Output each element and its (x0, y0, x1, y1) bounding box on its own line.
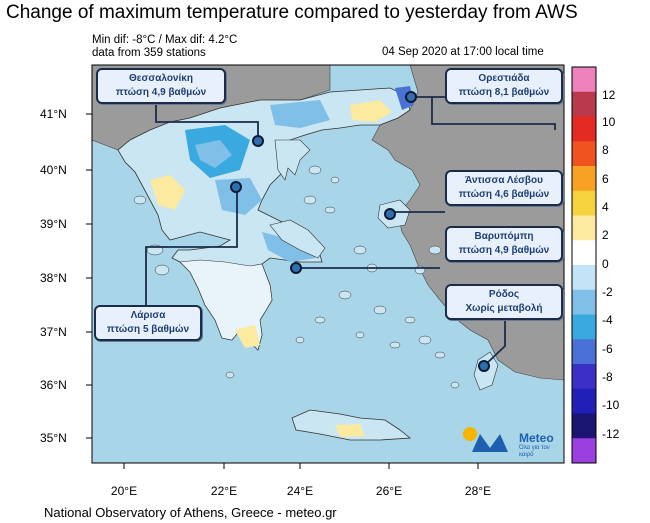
callout-rodos[interactable]: Ρόδος Χωρίς μεταβολή (445, 284, 563, 320)
callout-orestiada[interactable]: Ορεστιάδα πτώση 8,1 βαθμών (445, 68, 563, 104)
callout-antissa[interactable]: Άντισσα Λέσβου πτώση 4,6 βαθμών (445, 170, 563, 206)
lon-label-22: 22°E (210, 484, 238, 498)
colorbar-swatch (572, 314, 596, 340)
warm-patch-thrace (350, 100, 392, 122)
colorbar-label: -12 (602, 427, 620, 441)
colorbar-swatch (572, 190, 596, 216)
colorbar-swatch (572, 364, 596, 390)
warm-patch-north (150, 175, 185, 210)
lat-label-41: 41°N (40, 107, 67, 121)
warm-patch-south (235, 325, 260, 348)
lon-label-24: 24°E (286, 484, 314, 498)
colorbar-label: -6 (602, 342, 613, 356)
colorbar-swatch (572, 141, 596, 167)
land-euboea (269, 219, 326, 259)
colorbar-frame (571, 66, 597, 464)
colorbar-label: 6 (602, 172, 609, 186)
lat-label-38: 38°N (40, 271, 67, 285)
colorbar-label: -10 (602, 398, 620, 412)
colorbar (571, 66, 597, 464)
cold-patch-east (270, 100, 330, 128)
cold-patch-euboea (262, 232, 316, 262)
station-varybompi[interactable] (290, 262, 302, 274)
callout-title: Ρόδος (488, 289, 520, 300)
callout-value: πτώση 5 βαθμών (106, 324, 190, 335)
timestamp: 04 Sep 2020 at 17:00 local time (382, 46, 544, 58)
colorbar-label: 8 (602, 143, 609, 157)
station-markers (230, 91, 490, 372)
cold-patch-thessaly (215, 178, 262, 215)
colorbar-label: -8 (602, 370, 613, 384)
map-title: Change of maximum temperature compared t… (6, 2, 578, 23)
logo-name: Meteo (519, 431, 554, 445)
callout-value: πτώση 8,1 βαθμών (458, 87, 550, 98)
lon-label-20: 20°E (110, 484, 138, 498)
colorbar-swatch (572, 339, 596, 365)
colorbar-label: -2 (602, 285, 613, 299)
lat-label-39: 39°N (40, 217, 67, 231)
colorbar-swatch (572, 438, 596, 464)
lat-label-37: 37°N (40, 325, 67, 339)
axis-ticks (86, 113, 479, 469)
colorbar-label: 2 (602, 228, 609, 242)
lat-label-35: 35°N (40, 431, 67, 445)
callout-value: πτώση 4,6 βαθμών (458, 189, 550, 200)
callout-value: Χωρίς μεταβολή (465, 303, 543, 314)
meteo-logo (463, 427, 508, 452)
station-larisa[interactable] (230, 181, 242, 193)
colorbar-swatch (572, 388, 596, 414)
colorbar-label: -4 (602, 313, 613, 327)
lon-label-26: 26°E (375, 484, 403, 498)
land-chalkidiki (274, 139, 311, 181)
callout-varybompi[interactable]: Βαρυπόμπη πτώση 4,9 βαθμών (445, 226, 563, 262)
callout-value: πτώση 4,9 βαθμών (115, 87, 207, 98)
colorbar-label: 0 (602, 257, 609, 271)
station-rodos[interactable] (478, 360, 490, 372)
colorbar-label: 4 (602, 200, 609, 214)
colorbar-swatch (572, 67, 596, 93)
colorbar-swatch (572, 265, 596, 291)
colorbar-label: 12 (602, 88, 616, 102)
station-count: data from 359 stations (92, 47, 206, 59)
colorbar-swatch (572, 289, 596, 315)
colorbar-swatch (572, 240, 596, 266)
lon-label-28: 28°E (464, 484, 492, 498)
callout-connectors (145, 96, 556, 367)
logo-tagline: Όλα για τον καιρό (519, 445, 550, 458)
callout-title: Θεσσαλονίκη (129, 73, 193, 84)
colorbar-label: 10 (602, 115, 616, 129)
lat-label-40: 40°N (40, 163, 67, 177)
station-thessaloniki[interactable] (252, 135, 264, 147)
station-antissa[interactable] (384, 208, 396, 220)
callout-thessaloniki[interactable]: Θεσσαλονίκη πτώση 4,9 βαθμών (96, 68, 226, 104)
station-orestiada[interactable] (405, 91, 417, 103)
callout-title: Λάρισα (130, 310, 166, 321)
min-max-diff: Min dif: -8°C / Max dif: 4.2°C (92, 34, 238, 46)
callout-value: πτώση 4,9 βαθμών (458, 245, 550, 256)
colorbar-swatch (572, 166, 596, 192)
footer-credit: National Observatory of Athens, Greece -… (44, 505, 337, 520)
callout-title: Βαρυπόμπη (474, 231, 534, 242)
colorbar-swatch (572, 215, 596, 241)
colorbar-swatch (572, 91, 596, 117)
lat-label-36: 36°N (40, 378, 67, 392)
aegean-islands (133, 165, 460, 389)
colorbar-swatch (572, 116, 596, 142)
callout-title: Άντισσα Λέσβου (465, 175, 543, 186)
callout-larisa[interactable]: Λάρισα πτώση 5 βαθμών (94, 305, 202, 341)
map-frame (91, 64, 565, 464)
callout-title: Ορεστιάδα (478, 73, 530, 84)
colorbar-swatch (572, 413, 596, 439)
crete-warm (335, 424, 365, 437)
cold-patch-macedonia-core (195, 140, 232, 168)
